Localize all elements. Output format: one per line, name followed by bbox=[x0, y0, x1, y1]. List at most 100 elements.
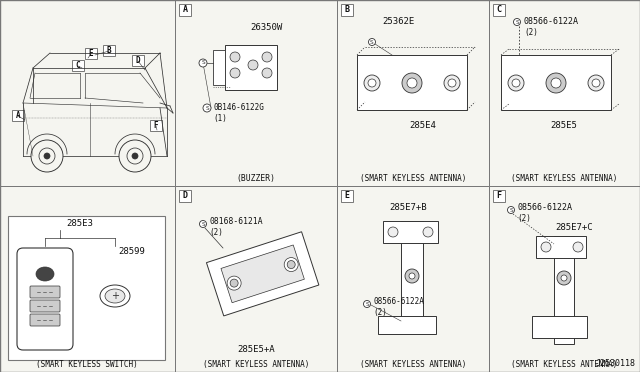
Text: 28599: 28599 bbox=[118, 247, 145, 256]
Text: E: E bbox=[344, 192, 349, 201]
Circle shape bbox=[407, 78, 417, 88]
Text: 25362E: 25362E bbox=[382, 17, 414, 26]
Circle shape bbox=[551, 78, 561, 88]
Circle shape bbox=[119, 140, 151, 172]
Bar bbox=[554, 236, 574, 344]
Circle shape bbox=[262, 52, 272, 62]
Text: D: D bbox=[182, 192, 188, 201]
Circle shape bbox=[230, 52, 240, 62]
Text: C: C bbox=[76, 61, 80, 70]
Circle shape bbox=[227, 276, 241, 290]
Text: F: F bbox=[154, 121, 158, 130]
Bar bbox=[493, 4, 505, 16]
Bar bbox=[493, 190, 505, 202]
FancyBboxPatch shape bbox=[30, 300, 60, 312]
Circle shape bbox=[203, 104, 211, 112]
Bar bbox=[179, 4, 191, 16]
Text: 285E5: 285E5 bbox=[550, 121, 577, 129]
Text: (SMART KEYLESS ANTENNA): (SMART KEYLESS ANTENNA) bbox=[360, 173, 466, 183]
Bar bbox=[489, 186, 640, 372]
Circle shape bbox=[31, 140, 63, 172]
Text: E: E bbox=[89, 49, 93, 58]
Circle shape bbox=[44, 153, 50, 159]
FancyBboxPatch shape bbox=[30, 314, 60, 326]
Text: 285E7+B: 285E7+B bbox=[389, 203, 427, 212]
Bar bbox=[378, 316, 436, 334]
Text: F: F bbox=[497, 192, 502, 201]
Bar bbox=[225, 45, 277, 90]
Polygon shape bbox=[207, 232, 319, 316]
Circle shape bbox=[402, 73, 422, 93]
Circle shape bbox=[573, 242, 583, 252]
Circle shape bbox=[546, 73, 566, 93]
Ellipse shape bbox=[100, 285, 130, 307]
Bar bbox=[132, 55, 144, 66]
Text: S: S bbox=[201, 61, 205, 65]
Text: (SMART KEYLESS ANTENNA): (SMART KEYLESS ANTENNA) bbox=[511, 173, 617, 183]
FancyBboxPatch shape bbox=[30, 286, 60, 298]
Bar bbox=[489, 0, 640, 186]
Text: S: S bbox=[201, 221, 205, 227]
Text: 0B146-6122G: 0B146-6122G bbox=[213, 103, 264, 112]
Circle shape bbox=[127, 148, 143, 164]
Circle shape bbox=[199, 59, 207, 67]
Ellipse shape bbox=[105, 289, 125, 303]
Circle shape bbox=[132, 153, 138, 159]
Text: 08566-6122A: 08566-6122A bbox=[524, 17, 579, 26]
Circle shape bbox=[364, 75, 380, 91]
Bar bbox=[341, 190, 353, 202]
Circle shape bbox=[508, 75, 524, 91]
Circle shape bbox=[561, 275, 567, 281]
Text: S: S bbox=[370, 39, 374, 45]
Circle shape bbox=[423, 227, 433, 237]
Bar bbox=[12, 110, 24, 121]
Text: 285E4: 285E4 bbox=[410, 121, 436, 129]
Bar bbox=[337, 0, 489, 186]
Text: 08566-6122A: 08566-6122A bbox=[517, 203, 572, 212]
Polygon shape bbox=[221, 245, 305, 303]
Bar bbox=[150, 120, 162, 131]
Ellipse shape bbox=[36, 267, 54, 281]
Text: 285E7+C: 285E7+C bbox=[555, 224, 593, 232]
Circle shape bbox=[287, 260, 295, 269]
Bar bbox=[383, 221, 438, 243]
Text: D: D bbox=[136, 56, 140, 65]
Text: (SMART KEYLESS ANTENNA): (SMART KEYLESS ANTENNA) bbox=[360, 359, 466, 369]
Bar bbox=[341, 4, 353, 16]
Circle shape bbox=[230, 68, 240, 78]
Circle shape bbox=[364, 301, 371, 308]
Circle shape bbox=[541, 242, 551, 252]
Text: (1): (1) bbox=[213, 113, 227, 122]
Text: S: S bbox=[509, 208, 513, 212]
Text: 285E5+A: 285E5+A bbox=[237, 346, 275, 355]
Text: C: C bbox=[497, 6, 502, 15]
Text: J2530118: J2530118 bbox=[596, 359, 636, 368]
Text: 285E3: 285E3 bbox=[67, 219, 93, 228]
Bar bbox=[401, 221, 423, 331]
Circle shape bbox=[388, 227, 398, 237]
Text: (2): (2) bbox=[209, 228, 223, 237]
Bar bbox=[536, 236, 586, 258]
Text: S: S bbox=[205, 106, 209, 110]
Bar bbox=[179, 190, 191, 202]
Text: (SMART KEYLESS ANTENNA): (SMART KEYLESS ANTENNA) bbox=[203, 359, 309, 369]
Circle shape bbox=[444, 75, 460, 91]
Text: (2): (2) bbox=[524, 28, 538, 36]
Circle shape bbox=[409, 273, 415, 279]
Circle shape bbox=[448, 79, 456, 87]
Circle shape bbox=[512, 79, 520, 87]
Text: (2): (2) bbox=[517, 214, 531, 222]
Text: B: B bbox=[344, 6, 349, 15]
Text: 08566-6122A: 08566-6122A bbox=[373, 298, 424, 307]
Bar bbox=[501, 55, 611, 110]
Bar bbox=[0, 0, 175, 186]
Bar bbox=[357, 55, 467, 110]
Text: 26350W: 26350W bbox=[250, 23, 282, 32]
Text: (SMART KEYLESS SWITCH): (SMART KEYLESS SWITCH) bbox=[36, 359, 138, 369]
Bar bbox=[175, 186, 337, 372]
Circle shape bbox=[588, 75, 604, 91]
Bar bbox=[8, 216, 165, 360]
Text: S: S bbox=[515, 19, 519, 25]
Bar bbox=[72, 60, 84, 71]
Bar bbox=[337, 186, 489, 372]
